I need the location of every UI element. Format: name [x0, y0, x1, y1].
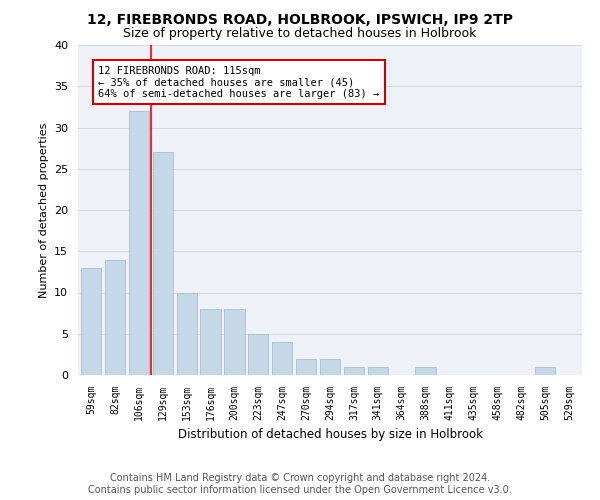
Bar — [200, 309, 221, 375]
Text: Contains HM Land Registry data © Crown copyright and database right 2024.
Contai: Contains HM Land Registry data © Crown c… — [88, 474, 512, 495]
Bar — [105, 260, 125, 375]
Bar — [272, 342, 292, 375]
Text: Size of property relative to detached houses in Holbrook: Size of property relative to detached ho… — [124, 28, 476, 40]
Bar — [152, 152, 173, 375]
Bar — [224, 309, 245, 375]
Bar — [176, 292, 197, 375]
Bar — [368, 367, 388, 375]
Bar — [535, 367, 555, 375]
Bar — [81, 268, 101, 375]
Bar — [344, 367, 364, 375]
Bar — [248, 334, 268, 375]
Bar — [320, 358, 340, 375]
Bar — [129, 111, 149, 375]
Y-axis label: Number of detached properties: Number of detached properties — [38, 122, 49, 298]
Bar — [296, 358, 316, 375]
X-axis label: Distribution of detached houses by size in Holbrook: Distribution of detached houses by size … — [178, 428, 482, 442]
Text: 12, FIREBRONDS ROAD, HOLBROOK, IPSWICH, IP9 2TP: 12, FIREBRONDS ROAD, HOLBROOK, IPSWICH, … — [87, 12, 513, 26]
Bar — [415, 367, 436, 375]
Text: 12 FIREBRONDS ROAD: 115sqm
← 35% of detached houses are smaller (45)
64% of semi: 12 FIREBRONDS ROAD: 115sqm ← 35% of deta… — [98, 66, 380, 99]
